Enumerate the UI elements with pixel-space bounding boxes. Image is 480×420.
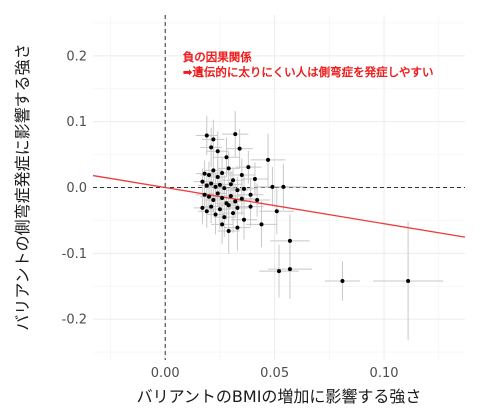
x-axis-ticks: 0.00 0.05 0.10 xyxy=(151,366,399,381)
annotation-line-2: ➡遺伝的に太りにくい人は側弯症を発症しやすい xyxy=(183,65,434,79)
data-point xyxy=(217,182,222,187)
data-point xyxy=(248,204,253,209)
data-point xyxy=(255,198,260,203)
data-point xyxy=(215,191,220,196)
data-point xyxy=(200,205,205,210)
data-point xyxy=(226,203,231,208)
x-tick-label: 0.10 xyxy=(370,366,399,381)
data-point xyxy=(246,165,251,170)
data-point xyxy=(222,186,227,191)
data-point xyxy=(213,212,218,217)
data-point xyxy=(406,278,411,283)
data-point xyxy=(222,215,227,220)
data-point xyxy=(235,188,240,193)
data-point xyxy=(241,186,246,191)
data-point xyxy=(202,171,207,176)
data-point xyxy=(266,157,271,162)
data-point xyxy=(211,168,216,173)
data-point xyxy=(224,155,229,160)
data-point xyxy=(217,207,222,212)
x-tick-label: 0.05 xyxy=(260,366,289,381)
data-point xyxy=(239,172,244,177)
data-point xyxy=(233,132,238,137)
data-point xyxy=(228,182,233,187)
data-point xyxy=(226,166,231,171)
data-point xyxy=(340,278,345,283)
data-point xyxy=(206,194,211,199)
data-point xyxy=(287,267,292,272)
data-point xyxy=(231,211,236,216)
data-point xyxy=(252,176,257,181)
data-point xyxy=(226,228,231,233)
data-point xyxy=(239,196,244,201)
data-point xyxy=(213,184,218,189)
y-tick-label: 0.1 xyxy=(66,115,87,130)
reference-lines xyxy=(93,15,465,360)
data-point xyxy=(270,184,275,189)
data-point xyxy=(274,209,279,214)
data-point xyxy=(215,174,220,179)
data-point xyxy=(259,222,264,227)
y-tick-label: -0.1 xyxy=(62,247,87,262)
x-tick-label: 0.00 xyxy=(151,366,180,381)
data-point xyxy=(248,192,253,197)
data-point xyxy=(241,217,246,222)
data-point xyxy=(206,172,211,177)
data-point xyxy=(209,204,214,209)
x-axis-title: バリアントのBMIの増加に影響する強さ xyxy=(137,387,422,406)
data-points xyxy=(200,132,411,283)
data-point xyxy=(220,222,225,227)
data-point xyxy=(235,225,240,230)
y-tick-label: 0.0 xyxy=(66,181,87,196)
y-axis-ticks: 0.2 0.1 0.0 -0.1 -0.2 xyxy=(62,49,87,327)
data-point xyxy=(211,137,216,142)
data-point xyxy=(233,199,238,204)
data-point xyxy=(215,149,220,154)
y-tick-label: 0.2 xyxy=(66,49,87,64)
data-point xyxy=(235,205,240,210)
y-tick-label: -0.2 xyxy=(62,313,87,328)
data-point xyxy=(228,194,233,199)
data-point xyxy=(204,133,209,138)
data-point xyxy=(209,181,214,186)
data-point xyxy=(211,198,216,203)
regression-line xyxy=(92,174,466,238)
data-point xyxy=(220,171,225,176)
data-point xyxy=(237,146,242,151)
annotation-line-1: 負の因果関係 xyxy=(183,50,252,64)
data-point xyxy=(287,238,292,243)
data-point xyxy=(281,184,286,189)
data-point xyxy=(231,178,236,183)
data-point xyxy=(202,192,207,197)
data-point xyxy=(209,145,214,150)
data-point xyxy=(220,196,225,201)
data-point xyxy=(204,183,209,188)
data-point xyxy=(277,269,281,274)
y-axis-title: バリアントの側弯症発症に影響する強さ xyxy=(13,43,32,330)
data-point xyxy=(200,179,205,184)
data-point xyxy=(204,209,209,214)
